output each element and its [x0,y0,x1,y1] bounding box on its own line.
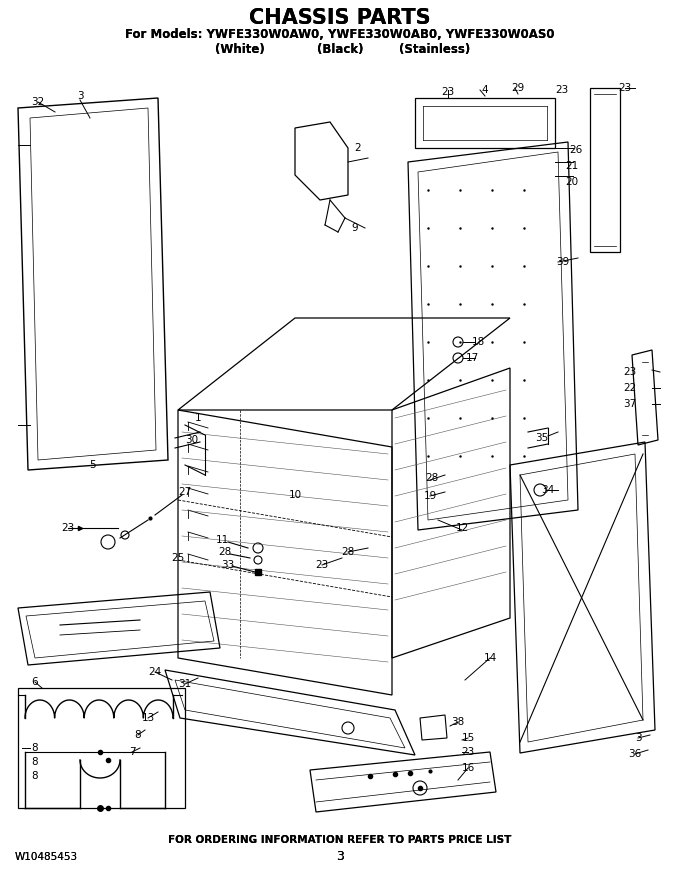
Text: 32: 32 [31,97,45,107]
Text: (Black): (Black) [317,43,363,56]
Text: 21: 21 [565,161,579,171]
Text: 3: 3 [634,733,641,743]
Text: 23: 23 [618,83,632,93]
Text: 13: 13 [141,713,154,723]
Text: 3: 3 [77,91,84,101]
Text: 8: 8 [32,771,38,781]
Text: 37: 37 [624,399,636,409]
Text: 33: 33 [222,560,235,570]
Text: 5: 5 [88,460,95,470]
Text: 15: 15 [461,733,475,743]
Text: (Black): (Black) [317,43,363,56]
Text: 22: 22 [624,383,636,393]
Text: 28: 28 [341,547,355,557]
Text: 20: 20 [566,177,579,187]
Text: 19: 19 [424,491,437,501]
Text: CHASSIS PARTS: CHASSIS PARTS [249,8,431,28]
Text: 2: 2 [355,143,361,153]
Text: 27: 27 [178,487,192,497]
Text: 3: 3 [336,850,344,863]
Text: 31: 31 [178,679,192,689]
Text: 16: 16 [461,763,475,773]
Text: (White): (White) [215,43,265,56]
Text: 18: 18 [471,337,485,347]
Text: 23: 23 [316,560,328,570]
Text: 23: 23 [461,747,475,757]
Text: 10: 10 [288,490,301,500]
Text: 6: 6 [32,677,38,687]
Text: 35: 35 [535,433,549,443]
Text: W10485453: W10485453 [15,852,78,862]
Text: 34: 34 [541,485,555,495]
Text: CHASSIS PARTS: CHASSIS PARTS [249,8,431,28]
Text: 39: 39 [556,257,570,267]
Text: 28: 28 [218,547,232,557]
Text: 23: 23 [441,87,455,97]
Text: 38: 38 [452,717,464,727]
Text: 23: 23 [556,85,568,95]
Text: For Models: YWFE330W0AW0, YWFE330W0AB0, YWFE330W0AS0: For Models: YWFE330W0AW0, YWFE330W0AB0, … [125,28,555,41]
Text: FOR ORDERING INFORMATION REFER TO PARTS PRICE LIST: FOR ORDERING INFORMATION REFER TO PARTS … [169,835,511,845]
Text: FOR ORDERING INFORMATION REFER TO PARTS PRICE LIST: FOR ORDERING INFORMATION REFER TO PARTS … [169,835,511,845]
Text: 23: 23 [61,523,75,533]
Text: (White): (White) [215,43,265,56]
Text: 12: 12 [456,523,469,533]
Text: 30: 30 [186,435,199,445]
Text: (Stainless): (Stainless) [399,43,471,56]
Text: 29: 29 [511,83,525,93]
Text: 28: 28 [426,473,439,483]
Text: 11: 11 [216,535,228,545]
Text: 3: 3 [336,850,344,863]
Text: 36: 36 [628,749,642,759]
Text: 14: 14 [483,653,496,663]
Text: 9: 9 [352,223,358,233]
Text: For Models: YWFE330W0AW0, YWFE330W0AB0, YWFE330W0AS0: For Models: YWFE330W0AW0, YWFE330W0AB0, … [125,28,555,41]
Text: 8: 8 [32,743,38,753]
Text: W10485453: W10485453 [15,852,78,862]
Text: 23: 23 [624,367,636,377]
Text: 26: 26 [569,145,583,155]
Text: (Stainless): (Stainless) [399,43,471,56]
Text: 7: 7 [129,747,135,757]
Text: 24: 24 [148,667,162,677]
Text: 1: 1 [194,413,201,423]
Text: 4: 4 [481,85,488,95]
Text: 17: 17 [465,353,479,363]
Text: 8: 8 [135,730,141,740]
Text: 8: 8 [32,757,38,767]
Text: 25: 25 [171,553,185,563]
